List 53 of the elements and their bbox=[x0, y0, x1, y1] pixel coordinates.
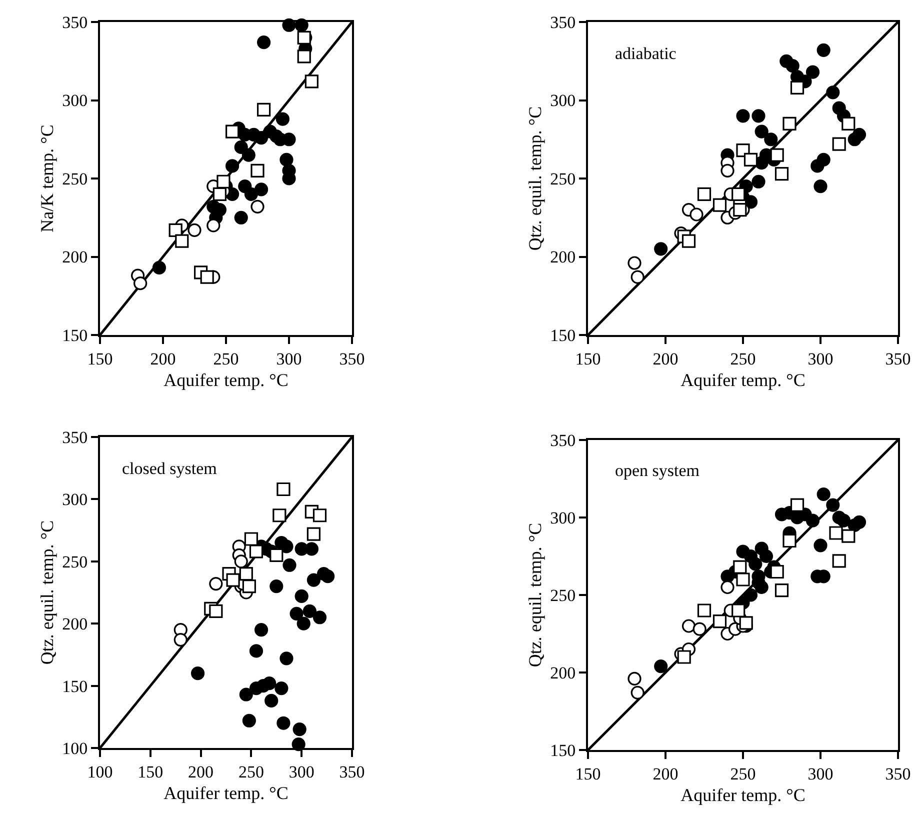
x-tick-label: 150 bbox=[575, 764, 601, 784]
y-tick-label: 350 bbox=[62, 12, 88, 32]
x-tick-label: 350 bbox=[339, 762, 365, 782]
y-axis-title: Qtz. equil. temp. °C bbox=[524, 106, 545, 251]
y-tick-label: 350 bbox=[550, 430, 576, 450]
x-tick-label: 350 bbox=[339, 349, 365, 368]
y-tick-label: 150 bbox=[550, 740, 576, 760]
y-tick-label: 150 bbox=[62, 676, 88, 696]
x-tick-label: 150 bbox=[87, 349, 113, 368]
x-tick-label: 300 bbox=[276, 349, 302, 368]
y-tick-label: 200 bbox=[550, 663, 576, 682]
x-tick-label: 350 bbox=[885, 764, 911, 784]
y-tick-label: 100 bbox=[62, 738, 88, 758]
x-tick-label: 300 bbox=[808, 764, 834, 784]
y-tick-label: 300 bbox=[62, 91, 88, 110]
y-tick-label: 250 bbox=[550, 169, 576, 188]
x-tick-label: 250 bbox=[238, 762, 264, 782]
y-tick-label: 300 bbox=[550, 508, 576, 528]
annotation: closed system bbox=[122, 459, 217, 478]
x-tick-label: 100 bbox=[87, 762, 113, 782]
y-tick-label: 300 bbox=[62, 490, 88, 510]
x-axis-title: Aquifer temp. °C bbox=[680, 370, 806, 390]
annotation: open system bbox=[615, 461, 700, 480]
y-tick-label: 250 bbox=[550, 586, 576, 605]
annotation: adiabatic bbox=[615, 44, 677, 63]
y-tick-label: 350 bbox=[550, 12, 576, 32]
y-tick-label: 150 bbox=[550, 326, 576, 345]
y-axis-title: Qtz. equil. temp. °C bbox=[36, 520, 57, 665]
x-tick-label: 250 bbox=[213, 349, 239, 368]
x-tick-label: 200 bbox=[150, 349, 176, 368]
x-tick-label: 150 bbox=[138, 762, 164, 782]
x-tick-label: 200 bbox=[652, 764, 678, 784]
x-tick-label: 200 bbox=[188, 762, 214, 782]
x-tick-label: 350 bbox=[885, 349, 911, 368]
x-axis-title: Aquifer temp. °C bbox=[164, 783, 288, 803]
x-axis-title: Aquifer temp. °C bbox=[680, 785, 806, 805]
y-axis-title: Qtz. equil. temp. °C bbox=[524, 522, 545, 668]
x-tick-label: 200 bbox=[652, 349, 678, 368]
y-axis-title: Na/K temp. °C bbox=[36, 124, 57, 232]
y-tick-label: 200 bbox=[550, 248, 576, 267]
x-tick-label: 300 bbox=[288, 762, 314, 782]
x-tick-label: 250 bbox=[730, 764, 756, 784]
y-tick-label: 350 bbox=[62, 428, 88, 447]
x-axis-title: Aquifer temp. °C bbox=[164, 370, 288, 390]
y-tick-label: 200 bbox=[62, 614, 88, 634]
x-tick-label: 150 bbox=[575, 349, 601, 368]
y-tick-label: 250 bbox=[62, 169, 88, 188]
y-tick-label: 250 bbox=[62, 552, 88, 572]
y-tick-label: 300 bbox=[550, 91, 576, 110]
y-tick-label: 150 bbox=[62, 326, 88, 345]
y-tick-label: 200 bbox=[62, 248, 88, 267]
x-tick-label: 300 bbox=[808, 349, 834, 368]
x-tick-label: 250 bbox=[730, 349, 756, 368]
